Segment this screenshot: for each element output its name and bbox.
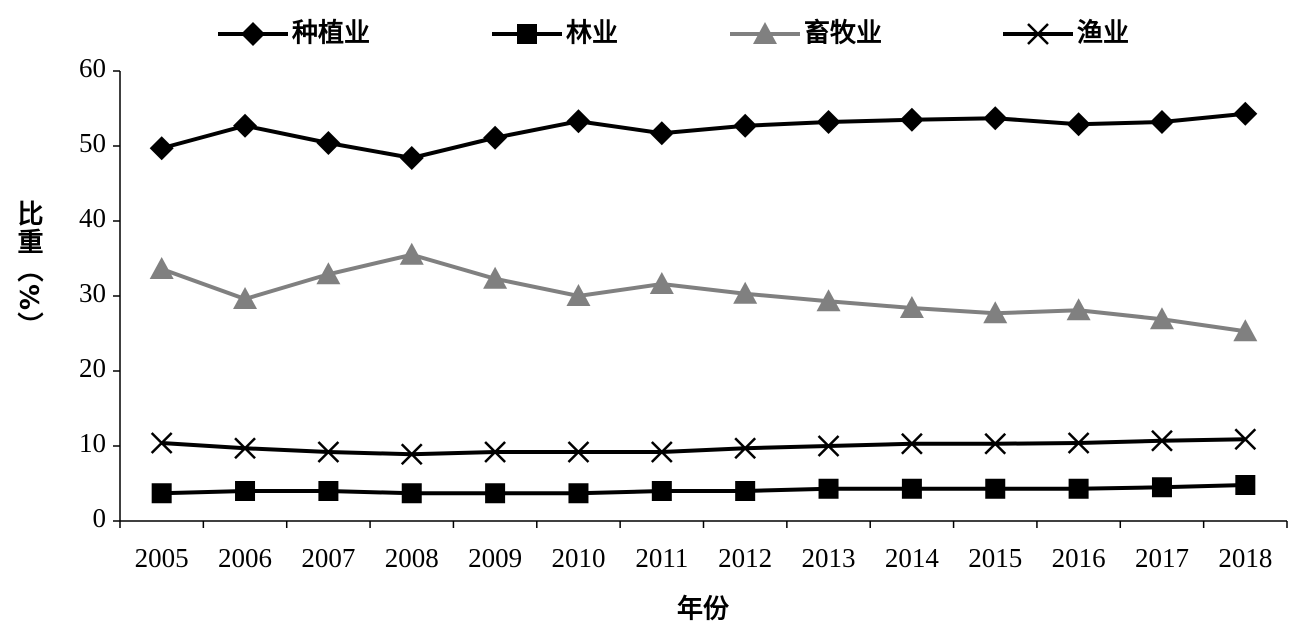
data-point: [317, 441, 340, 463]
x-tick-label: 2016: [1052, 543, 1106, 573]
data-point: [234, 437, 256, 460]
legend-label: 林业: [566, 19, 618, 49]
y-axis-label: 比重（%）: [13, 200, 43, 341]
data-point: [149, 257, 174, 279]
data-point: [401, 483, 422, 504]
data-point: [1151, 429, 1173, 452]
data-point: [816, 110, 841, 134]
x-tick-label: 2006: [218, 543, 272, 573]
y-tick-label: 50: [79, 128, 106, 158]
data-point: [733, 113, 758, 138]
data-point: [316, 131, 341, 155]
data-point: [734, 437, 757, 460]
data-point: [235, 481, 256, 501]
x-tick-label: 2015: [968, 543, 1022, 573]
data-point: [818, 478, 839, 499]
x-tick-label: 2009: [468, 543, 522, 573]
data-point: [150, 432, 173, 454]
y-tick-label: 30: [79, 278, 106, 308]
data-point: [149, 136, 174, 161]
data-point: [899, 107, 924, 132]
legend-marker: [241, 22, 265, 46]
data-point: [649, 272, 674, 294]
data-point: [901, 478, 922, 499]
x-tick-label: 2011: [635, 543, 688, 573]
data-point: [1151, 477, 1172, 498]
series-line: [161, 252, 1246, 334]
data-point: [816, 289, 841, 312]
data-point: [1149, 307, 1174, 330]
data-point: [399, 146, 424, 170]
series-line: [161, 483, 1246, 496]
data-point: [1066, 298, 1091, 321]
data-point: [400, 443, 423, 466]
data-point: [318, 481, 339, 501]
data-point: [233, 287, 258, 309]
data-point: [485, 483, 506, 504]
data-point: [985, 478, 1006, 499]
data-point: [901, 432, 923, 455]
data-point: [1233, 101, 1258, 126]
y-tick-label: 60: [79, 53, 106, 83]
data-point: [1067, 432, 1090, 454]
data-point: [1068, 478, 1089, 499]
x-tick-label: 2018: [1218, 543, 1272, 573]
x-axis-label: 年份: [677, 594, 729, 625]
legend-marker: [1027, 23, 1049, 45]
data-point: [399, 242, 424, 265]
data-point: [1066, 112, 1091, 137]
data-point: [1233, 319, 1258, 342]
y-tick-label: 20: [79, 353, 106, 383]
y-tick-label: 40: [79, 203, 106, 233]
data-point: [983, 301, 1008, 324]
x-tick-label: 2014: [885, 543, 940, 573]
legend-marker: [753, 22, 777, 44]
x-tick-label: 2008: [385, 543, 439, 573]
x-tick-label: 2012: [718, 543, 772, 573]
legend-label: 畜牧业: [804, 18, 882, 49]
data-point: [983, 106, 1008, 131]
data-point: [233, 113, 258, 138]
data-point: [566, 109, 591, 134]
data-point: [1235, 475, 1256, 495]
series-line: [161, 437, 1246, 457]
data-point: [568, 483, 589, 504]
data-point: [316, 262, 341, 285]
data-point: [1234, 428, 1257, 451]
data-point: [484, 441, 506, 463]
y-tick-label: 10: [79, 428, 106, 458]
legend-label: 渔业: [1077, 19, 1129, 49]
legend-label: 种植业: [292, 19, 370, 49]
x-tick-label: 2010: [551, 543, 605, 573]
data-point: [483, 266, 508, 289]
legend-marker: [517, 24, 537, 44]
data-point: [483, 125, 508, 150]
x-tick-label: 2017: [1135, 543, 1189, 573]
data-point: [649, 121, 674, 146]
series-line: [161, 111, 1246, 161]
data-point: [735, 481, 756, 501]
data-point: [817, 435, 840, 457]
data-point: [899, 296, 924, 318]
x-tick-label: 2007: [301, 543, 355, 573]
data-point: [984, 432, 1007, 455]
data-point: [1149, 110, 1174, 134]
data-point: [151, 483, 172, 504]
data-point: [650, 441, 673, 463]
data-point: [733, 281, 758, 304]
data-point: [567, 441, 590, 463]
data-point: [651, 481, 672, 501]
x-tick-label: 2005: [135, 543, 189, 573]
y-tick-label: 0: [93, 503, 107, 533]
data-point: [566, 284, 591, 306]
x-tick-label: 2013: [802, 543, 856, 573]
